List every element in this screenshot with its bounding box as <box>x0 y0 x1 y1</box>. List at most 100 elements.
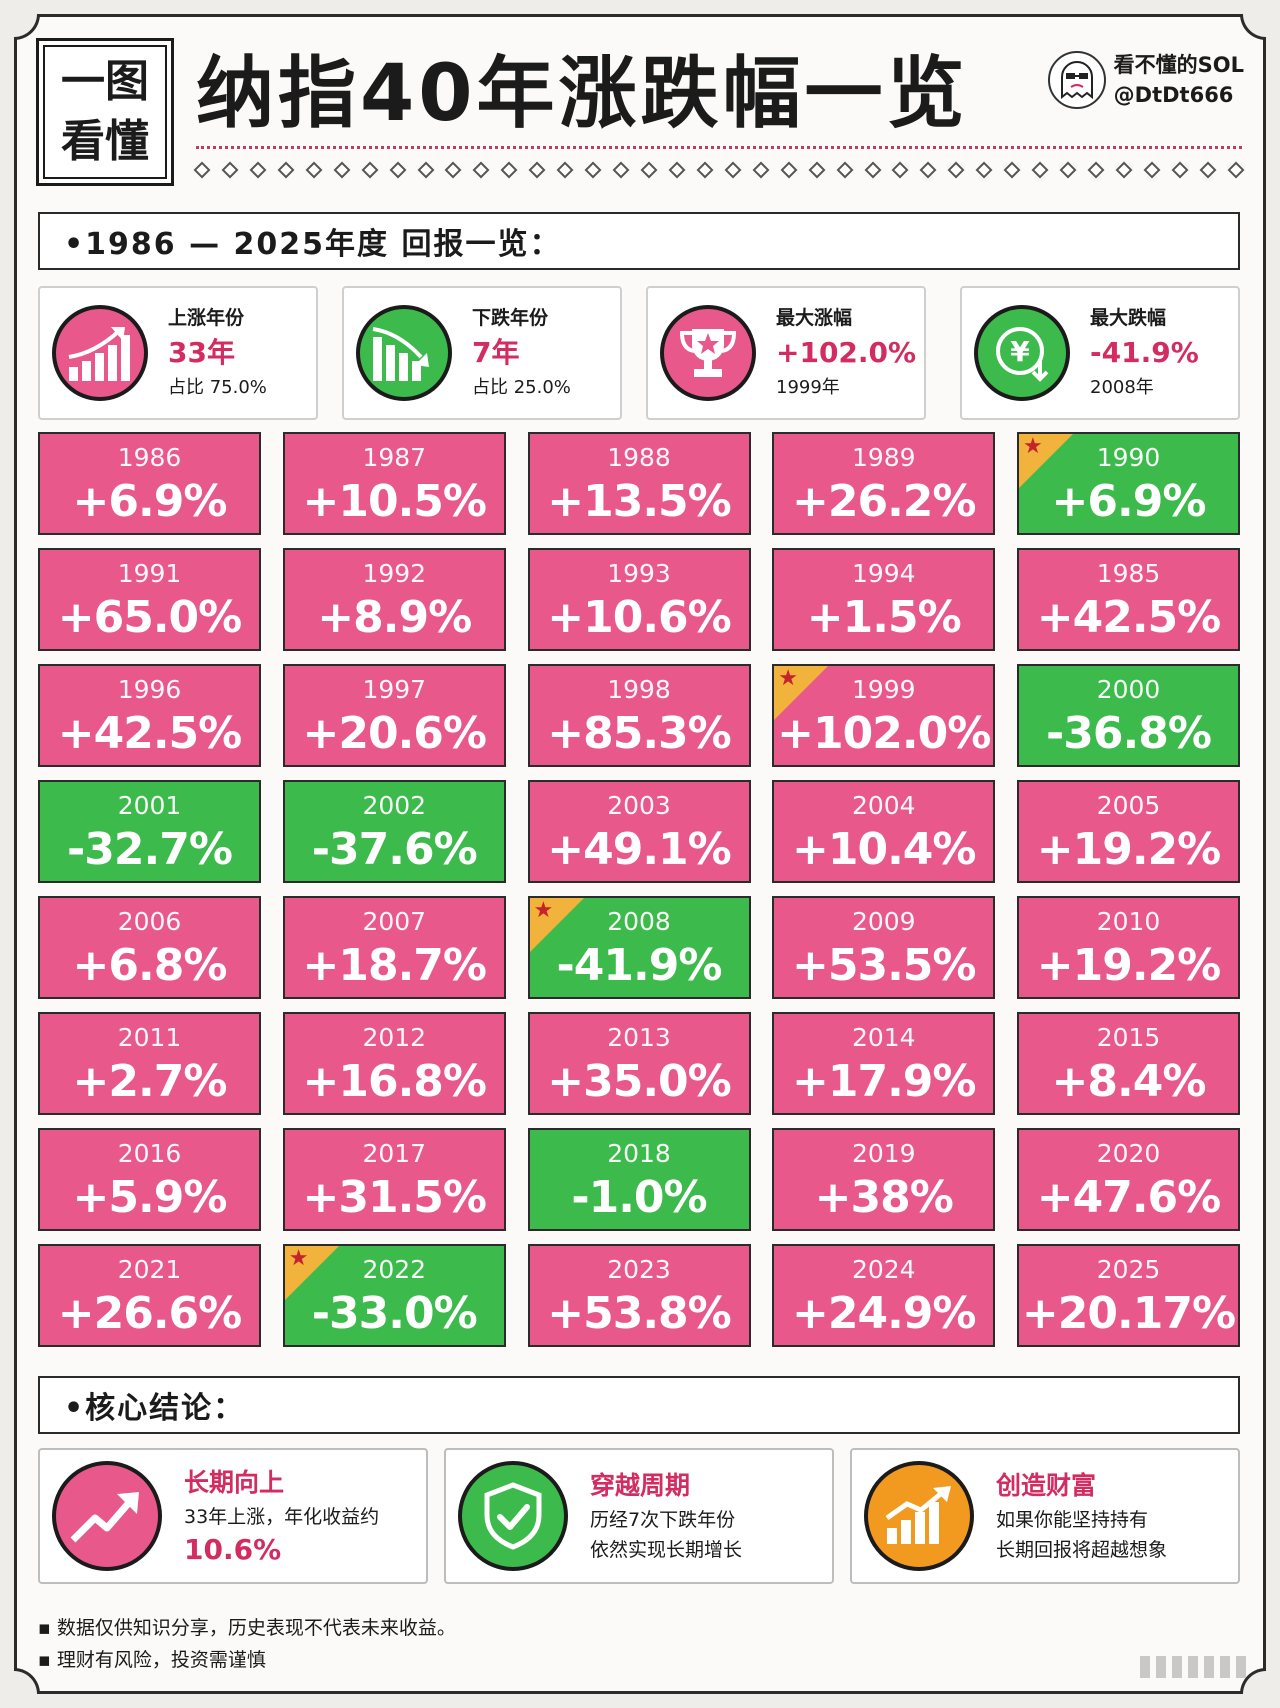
stat-value: 33年 <box>168 336 235 369</box>
year-label: 2004 <box>851 791 916 820</box>
diamond-ornament <box>389 161 407 179</box>
diamond-ornament <box>724 161 742 179</box>
diamond-ornament <box>752 161 770 179</box>
stat-card-down-years: 下跌年份 7年 占比 25.0% <box>342 286 622 420</box>
year-cell-1991: 1991 +65.0% <box>38 548 261 651</box>
return-value: +19.2% <box>1036 940 1222 991</box>
year-cell-2000: 2000 -36.8% <box>1017 664 1240 767</box>
year-cell-2012: 2012 +16.8% <box>282 1012 506 1115</box>
year-label: 1989 <box>851 443 916 472</box>
year-cell-2002: 2002 -37.6% <box>282 780 506 883</box>
return-value: +42.5% <box>57 708 243 759</box>
year-label: 2020 <box>1096 1139 1161 1168</box>
year-label: 1996 <box>117 675 182 704</box>
year-label: 2010 <box>1096 907 1161 936</box>
diamond-ornament <box>1059 161 1077 179</box>
return-value: +26.2% <box>791 476 977 527</box>
return-value: +47.6% <box>1036 1172 1222 1223</box>
return-value: +20.17% <box>1021 1288 1236 1339</box>
diamond-ornament <box>193 161 211 179</box>
year-label: 2025 <box>1096 1255 1161 1284</box>
conclusion-line: 如果你能坚持持有 <box>996 1509 1149 1531</box>
watermark <box>1140 1656 1246 1678</box>
badge-line-1: 一图 <box>61 56 149 107</box>
title-divider <box>196 146 1242 149</box>
conclusion-line: 33年上涨，年化收益约 <box>184 1506 380 1528</box>
frame-corner <box>1240 14 1266 40</box>
year-cell-1986: 1986 +6.9% <box>38 432 261 535</box>
diamond-ornament <box>864 161 881 179</box>
return-value: +16.8% <box>302 1056 487 1107</box>
conclusion-title: 穿越周期 <box>590 1471 691 1500</box>
year-label: 2009 <box>851 907 916 936</box>
year-label: 2023 <box>607 1255 671 1284</box>
return-value: +24.9% <box>791 1288 977 1339</box>
year-label: 2017 <box>362 1139 427 1168</box>
year-label: 2002 <box>362 791 427 820</box>
year-cell-2001: 2001 -32.7% <box>38 780 261 883</box>
star-icon: ★ <box>1023 434 1043 459</box>
return-value: -36.8% <box>1046 708 1212 759</box>
diamond-ornament <box>1003 161 1021 179</box>
frame-corner <box>14 14 40 40</box>
year-cell-2025: 2025 +20.17% <box>1017 1244 1240 1347</box>
highlight-flag <box>284 1246 339 1300</box>
year-label: 1999 <box>851 675 916 704</box>
diamond-ornament <box>668 161 686 179</box>
year-cell-1992: 1992 +8.9% <box>282 548 506 651</box>
year-cell-2021: 2021 +26.6% <box>38 1244 261 1347</box>
return-value: -33.0% <box>311 1288 478 1339</box>
year-label: 2014 <box>851 1023 916 1052</box>
year-label: 2007 <box>362 907 427 936</box>
conclusion-title: 创造财富 <box>996 1471 1097 1500</box>
year-cell-2008: ★ 2008 -41.9% <box>527 896 751 999</box>
year-cell-1987: 1987 +10.5% <box>282 432 506 535</box>
diamond-ornament <box>891 161 909 179</box>
highlight-flag <box>774 666 829 720</box>
trend-up-arrow-icon <box>52 1461 162 1571</box>
diamond-ornament <box>249 161 267 179</box>
stat-label: 最大涨幅 <box>776 307 853 329</box>
return-value: +53.8% <box>547 1288 732 1339</box>
year-label: 2005 <box>1096 791 1161 820</box>
diamond-ornament <box>1031 161 1049 179</box>
conclusion-card-create-wealth: 创造财富 如果你能坚持持有 长期回报将超越想象 <box>850 1448 1240 1584</box>
year-cell-2010: 2010 +19.2% <box>1017 896 1240 999</box>
stat-card-up-years: 上涨年份 33年 占比 75.0% <box>38 286 318 420</box>
diamond-ornament <box>640 161 658 179</box>
star-icon: ★ <box>778 666 798 691</box>
year-cell-1993: 1993 +10.6% <box>527 548 751 651</box>
return-value: +17.9% <box>791 1056 977 1107</box>
trophy-icon <box>660 305 756 401</box>
rising-bars-icon <box>52 305 148 401</box>
stat-value: 7年 <box>472 336 520 369</box>
return-value: +5.9% <box>72 1172 228 1223</box>
return-value: +19.2% <box>1036 824 1222 875</box>
return-value: +53.5% <box>791 940 977 991</box>
year-cell-1985: 1985 +42.5% <box>1017 548 1240 651</box>
year-label: 2003 <box>607 791 671 820</box>
year-cell-1989: 1989 +26.2% <box>772 432 996 535</box>
year-cell-2007: 2007 +18.7% <box>282 896 506 999</box>
return-value: +6.9% <box>72 476 228 527</box>
diamond-ornament <box>947 161 965 179</box>
year-label: 1990 <box>1096 443 1161 472</box>
year-cell-2011: 2011 +2.7% <box>38 1012 261 1115</box>
diamond-ornament <box>528 161 546 179</box>
star-icon: ★ <box>288 1246 309 1271</box>
page-title: 纳指40年涨跌幅一览 <box>196 49 969 139</box>
disclaimer-line: 数据仅供知识分享，历史表现不代表未来收益。 <box>38 1612 456 1644</box>
conclusion-line: 长期回报将超越想象 <box>996 1539 1168 1561</box>
stat-sub: 占比 25.0% <box>472 377 571 398</box>
svg-text:¥: ¥ <box>1010 335 1030 368</box>
year-label: 2006 <box>117 907 182 936</box>
avatar <box>1047 51 1106 109</box>
diamond-ornament <box>221 161 239 179</box>
diamond-ornament <box>472 161 490 179</box>
diamond-ornament <box>444 161 462 179</box>
annual-returns-grid: 1986 +6.9% 1987 +10.5% 1988 +13.5% 1989 +26.2% ★… <box>38 432 1240 1347</box>
year-label: 2022 <box>362 1255 427 1284</box>
year-label: 2019 <box>851 1139 916 1168</box>
year-label: 2008 <box>607 907 671 936</box>
diamond-ornament <box>333 161 351 179</box>
